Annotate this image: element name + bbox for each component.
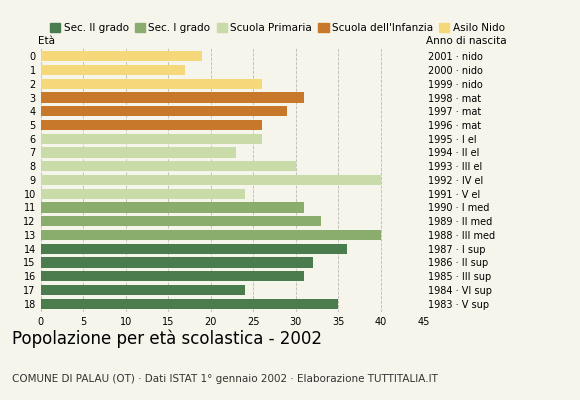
Bar (41, 298, 338, 309)
Bar (41, 134, 262, 144)
Bar (41, 78, 262, 89)
Text: Popolazione per età scolastica - 2002: Popolazione per età scolastica - 2002 (12, 330, 321, 348)
Legend: Sec. II grado, Sec. I grado, Scuola Primaria, Scuola dell'Infanzia, Asilo Nido: Sec. II grado, Sec. I grado, Scuola Prim… (46, 19, 509, 38)
Bar (41, 216, 321, 226)
Bar (41, 147, 236, 158)
Bar (41, 175, 381, 185)
Bar (41, 161, 296, 172)
Text: Anno di nascita: Anno di nascita (426, 36, 507, 46)
Text: COMUNE DI PALAU (OT) · Dati ISTAT 1° gennaio 2002 · Elaborazione TUTTITALIA.IT: COMUNE DI PALAU (OT) · Dati ISTAT 1° gen… (12, 374, 437, 384)
Bar (41, 230, 381, 240)
Bar (41, 271, 305, 282)
Bar (41, 106, 287, 116)
Text: Età: Età (38, 36, 55, 46)
Bar (41, 51, 202, 62)
Bar (41, 92, 305, 103)
Bar (41, 65, 185, 75)
Bar (41, 202, 305, 213)
Bar (41, 120, 262, 130)
Bar (41, 244, 347, 254)
Bar (41, 188, 245, 199)
Bar (41, 257, 313, 268)
Bar (41, 285, 245, 295)
